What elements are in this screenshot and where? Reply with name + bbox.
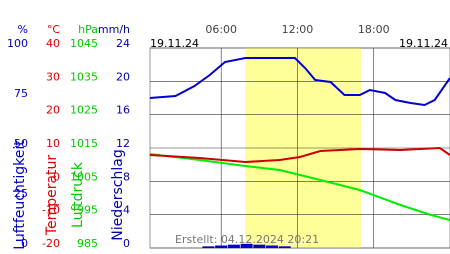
y-tick-label: 50 (14, 137, 28, 150)
date-left: 19.11.24 (150, 37, 199, 50)
y-tick-label: 75 (14, 87, 28, 100)
y-tick-label: 10 (46, 137, 60, 150)
y-tick-label: 20 (116, 70, 130, 83)
y-tick-label: 20 (46, 104, 60, 117)
precip-bar (240, 243, 253, 248)
y-tick-label: 0 (21, 237, 28, 250)
y-tick-label: 16 (116, 104, 130, 117)
precip-bar (266, 245, 279, 248)
series-line (149, 153, 450, 221)
axis-label: Luftdruck (70, 161, 86, 228)
y-tick-label: 0 (53, 170, 60, 183)
series-line (149, 57, 450, 107)
precip-bar (253, 244, 266, 248)
y-tick-label: 24 (116, 37, 130, 50)
axis-unit: mm/h (98, 23, 130, 36)
y-tick-label: 1015 (70, 137, 98, 150)
x-tick-label: 12:00 (282, 23, 314, 36)
y-tick-label: 12 (116, 137, 130, 150)
y-tick-label: 0 (123, 237, 130, 250)
precip-bar (202, 246, 215, 248)
axis-label: Temperatur (44, 155, 60, 237)
y-tick-label: 40 (46, 37, 60, 50)
y-tick-label: 8 (123, 170, 130, 183)
precip-bar (278, 246, 291, 248)
y-tick-label: -20 (42, 237, 60, 250)
series-line (149, 146, 450, 164)
y-tick-label: 985 (77, 237, 98, 250)
y-tick-label: 1035 (70, 70, 98, 83)
y-tick-label: 25 (14, 187, 28, 200)
y-tick-label: 995 (77, 204, 98, 217)
axis-unit: °C (47, 23, 61, 36)
axis-label: Luftfeuchtigkeit (12, 140, 28, 250)
precip-bar (227, 244, 240, 248)
y-tick-label: 1005 (70, 170, 98, 183)
precip-bar (215, 245, 228, 248)
y-tick-label: 1025 (70, 104, 98, 117)
axis-unit: hPa (78, 23, 98, 36)
x-tick-label: 06:00 (205, 23, 237, 36)
created-note: Erstellt: 04.12.2024 20:21 (175, 233, 319, 246)
axis-unit: % (18, 23, 28, 36)
y-tick-label: 4 (123, 204, 130, 217)
y-tick-label: 1045 (70, 37, 98, 50)
date-right: 19.11.24 (399, 37, 448, 50)
x-tick-label: 18:00 (358, 23, 390, 36)
y-tick-label: 100 (7, 37, 28, 50)
y-tick-label: -10 (42, 204, 60, 217)
axis-label: Niederschlag (110, 149, 126, 240)
y-tick-label: 30 (46, 70, 60, 83)
